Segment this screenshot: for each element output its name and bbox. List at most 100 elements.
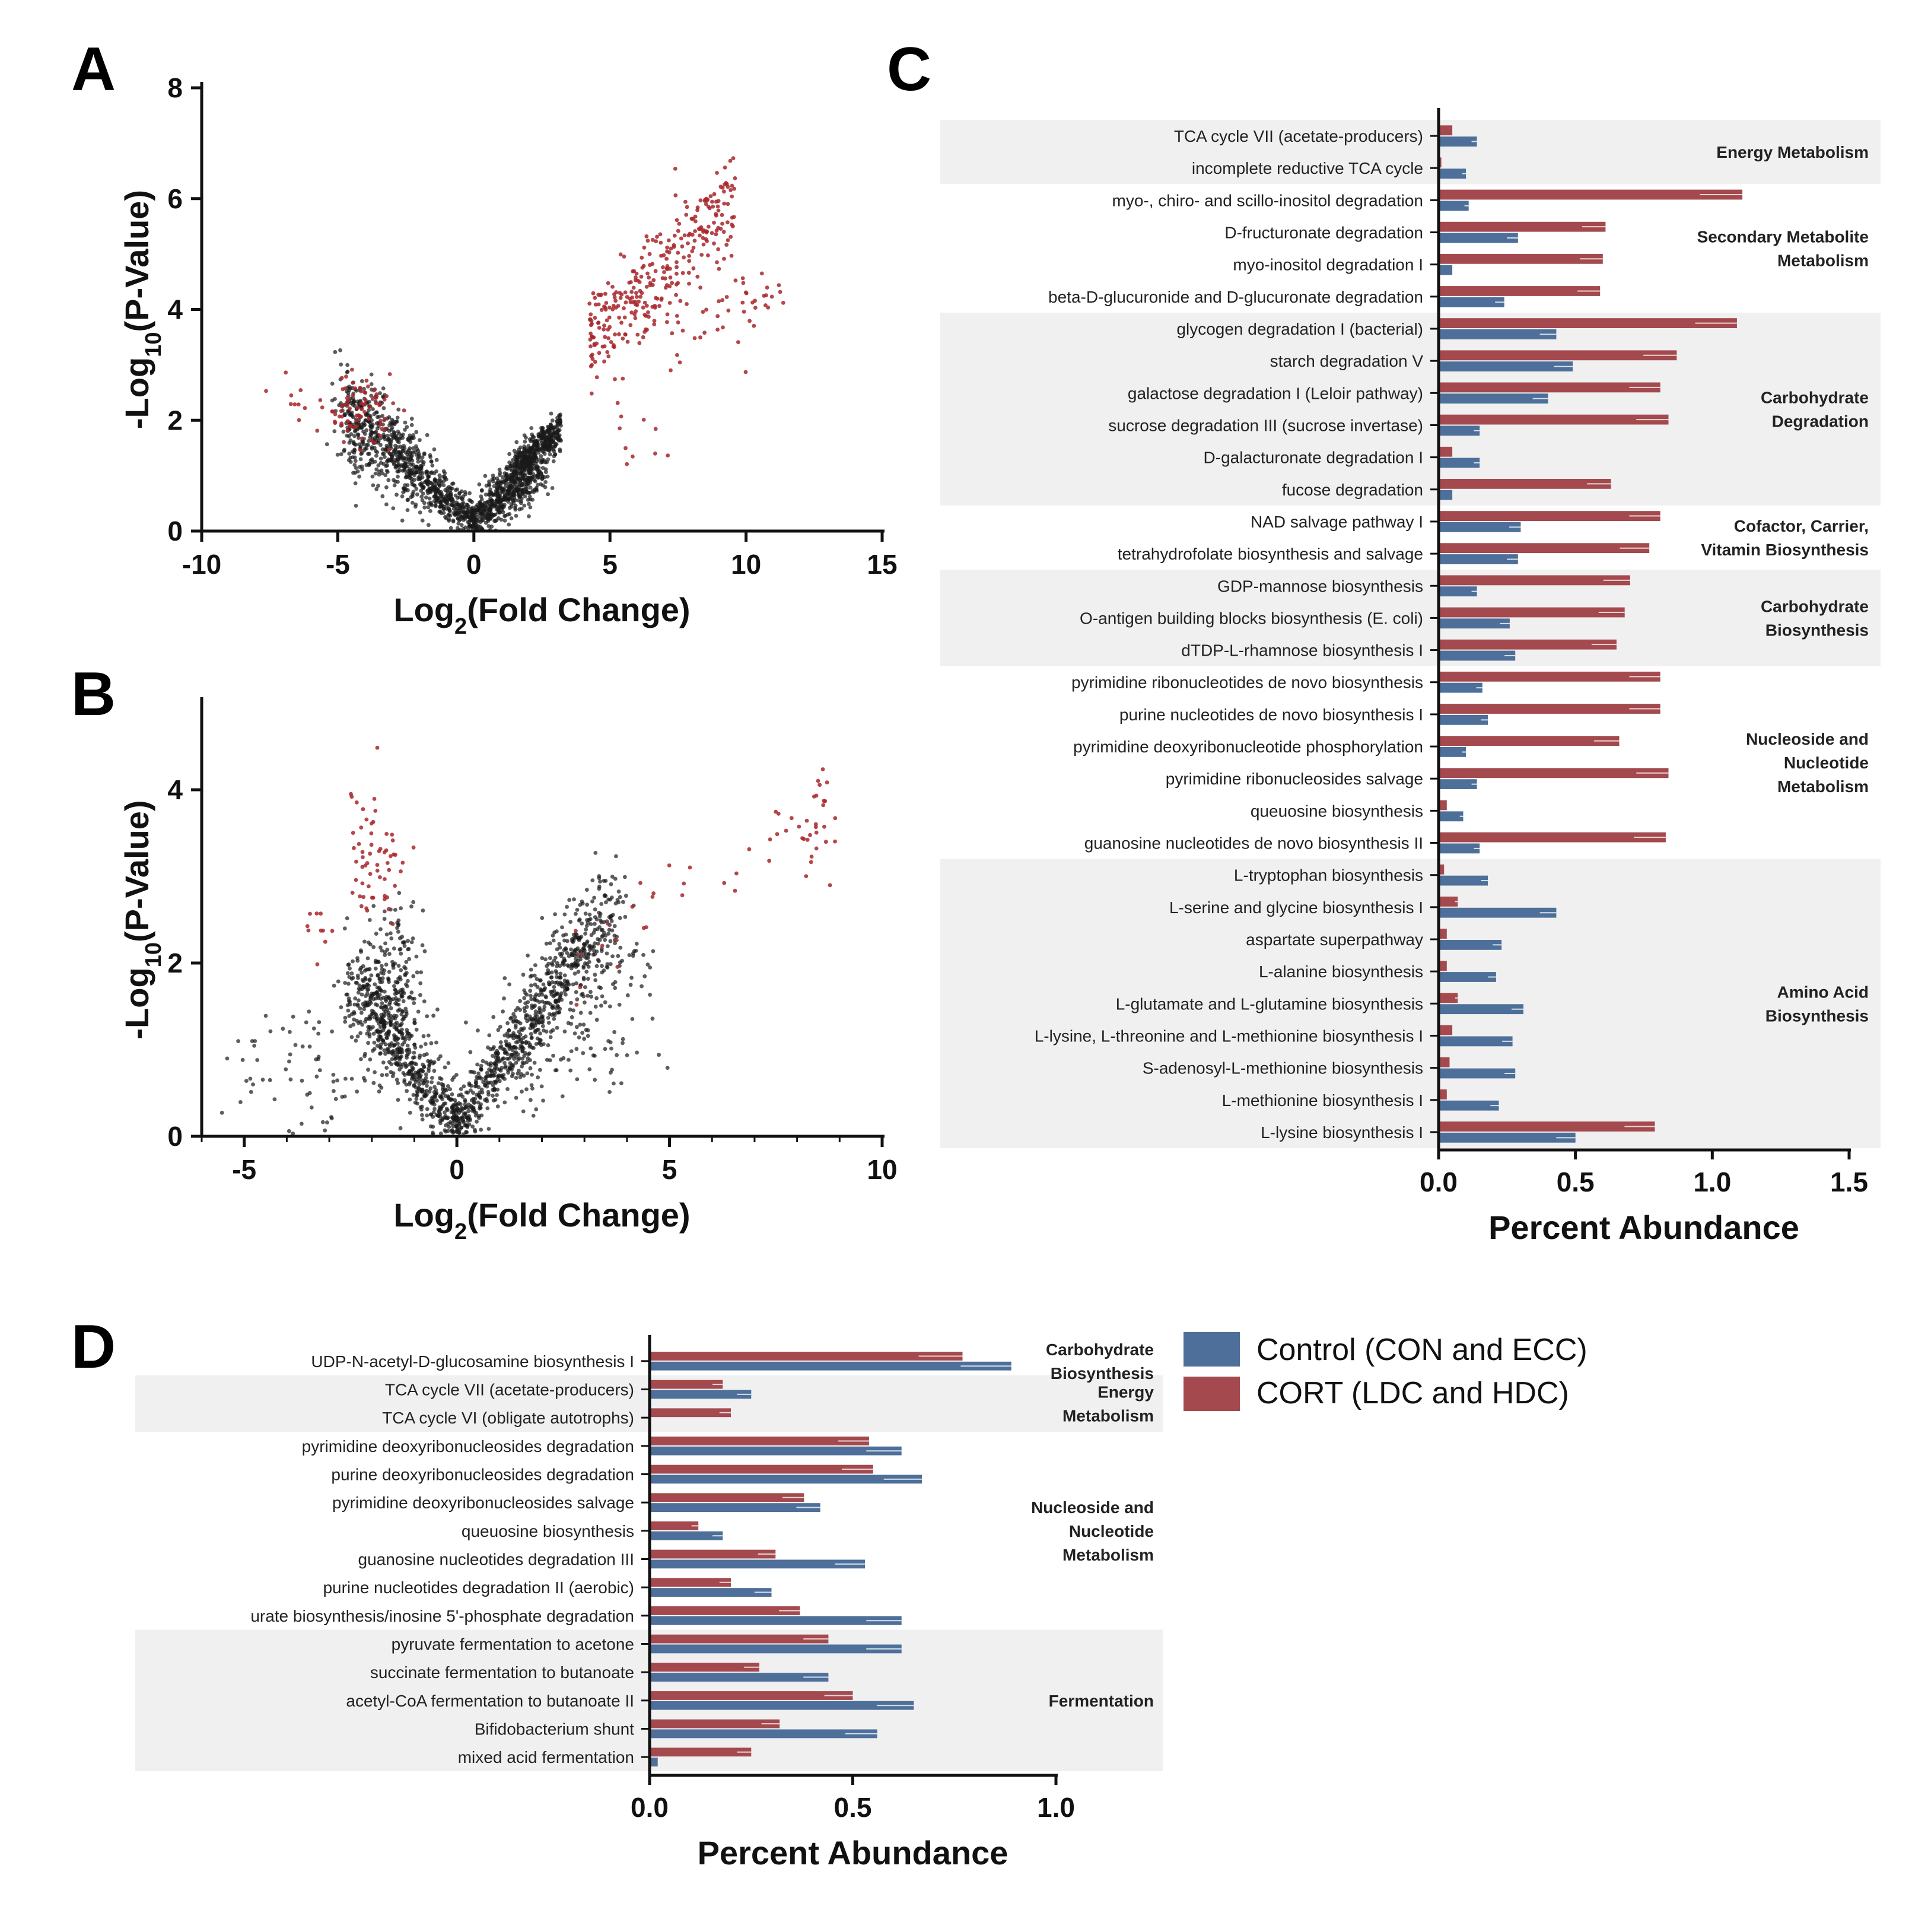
point — [307, 1009, 311, 1014]
point — [615, 935, 619, 939]
significant-point — [712, 241, 716, 246]
point — [547, 1012, 552, 1016]
significant-point — [390, 838, 395, 843]
point — [489, 506, 494, 510]
category-label: starch degradation V — [1270, 352, 1424, 370]
point — [625, 993, 630, 997]
significant-point — [647, 275, 651, 280]
significant-point — [695, 205, 700, 209]
significant-point — [630, 295, 634, 300]
point — [367, 978, 372, 983]
significant-point — [593, 316, 597, 320]
point — [405, 1056, 409, 1060]
significant-point — [717, 266, 721, 271]
bar-cort — [650, 1408, 731, 1418]
significant-point — [400, 860, 405, 865]
bar-cort — [1439, 671, 1660, 682]
significant-point — [640, 255, 644, 260]
point — [403, 427, 407, 432]
significant-point — [339, 409, 343, 414]
significant-point — [623, 290, 628, 295]
point — [527, 471, 532, 476]
point — [619, 1081, 623, 1085]
point — [458, 1116, 463, 1121]
point — [536, 1075, 540, 1080]
point — [584, 924, 589, 928]
point — [605, 965, 610, 970]
point — [621, 1041, 625, 1046]
point — [522, 433, 527, 437]
point — [381, 1060, 386, 1064]
point — [382, 989, 387, 994]
significant-point — [752, 323, 756, 328]
point — [591, 952, 596, 957]
point — [387, 1029, 391, 1034]
point — [378, 1042, 383, 1047]
point — [535, 459, 539, 463]
point — [422, 999, 427, 1003]
significant-point — [606, 328, 610, 332]
significant-point — [698, 198, 703, 203]
point — [412, 469, 416, 474]
significant-point — [691, 266, 696, 271]
point — [378, 1025, 383, 1029]
point — [403, 450, 408, 455]
point — [376, 1037, 380, 1042]
point — [430, 1076, 434, 1080]
point — [537, 993, 542, 997]
legend-swatch-cort — [1184, 1377, 1240, 1411]
point — [421, 491, 425, 496]
point — [433, 1092, 437, 1097]
significant-point — [743, 370, 748, 374]
significant-point — [360, 436, 364, 441]
point — [352, 399, 356, 403]
point — [528, 974, 533, 979]
point — [540, 426, 545, 430]
significant-point — [374, 392, 379, 396]
point — [409, 422, 414, 427]
point — [366, 967, 371, 972]
point — [555, 1011, 559, 1015]
point — [411, 494, 415, 498]
point — [509, 504, 514, 509]
point — [418, 463, 423, 468]
point — [368, 1057, 373, 1062]
point — [355, 956, 360, 960]
panel-letter-a: A — [71, 35, 116, 104]
point — [560, 925, 564, 930]
point — [503, 484, 508, 489]
point — [427, 1066, 431, 1070]
point — [342, 926, 347, 931]
bar-cort — [1439, 125, 1453, 136]
point — [557, 942, 562, 946]
point — [583, 932, 587, 936]
point — [403, 420, 408, 425]
group-label: Energy Metabolism — [1716, 143, 1869, 161]
point — [431, 482, 436, 487]
point — [370, 474, 375, 479]
significant-point — [360, 407, 364, 411]
point — [533, 963, 537, 967]
significant-point — [678, 298, 683, 303]
point — [375, 415, 380, 420]
point — [610, 875, 615, 879]
point — [421, 1034, 426, 1038]
point — [409, 1060, 413, 1065]
significant-point — [741, 281, 746, 285]
point — [339, 1005, 343, 1009]
point — [376, 973, 380, 977]
point — [516, 476, 520, 481]
significant-point — [346, 398, 350, 403]
legend: Control (CON and ECC) CORT (LDC and HDC) — [1184, 1332, 1587, 1411]
significant-point — [631, 285, 636, 290]
point — [552, 1016, 556, 1021]
point — [495, 482, 500, 486]
point — [406, 978, 410, 983]
significant-point — [665, 320, 669, 325]
point — [577, 949, 582, 953]
significant-point — [687, 254, 691, 258]
point — [434, 486, 439, 491]
point — [463, 1102, 467, 1107]
point — [404, 474, 409, 479]
bar-cort — [1439, 832, 1666, 843]
